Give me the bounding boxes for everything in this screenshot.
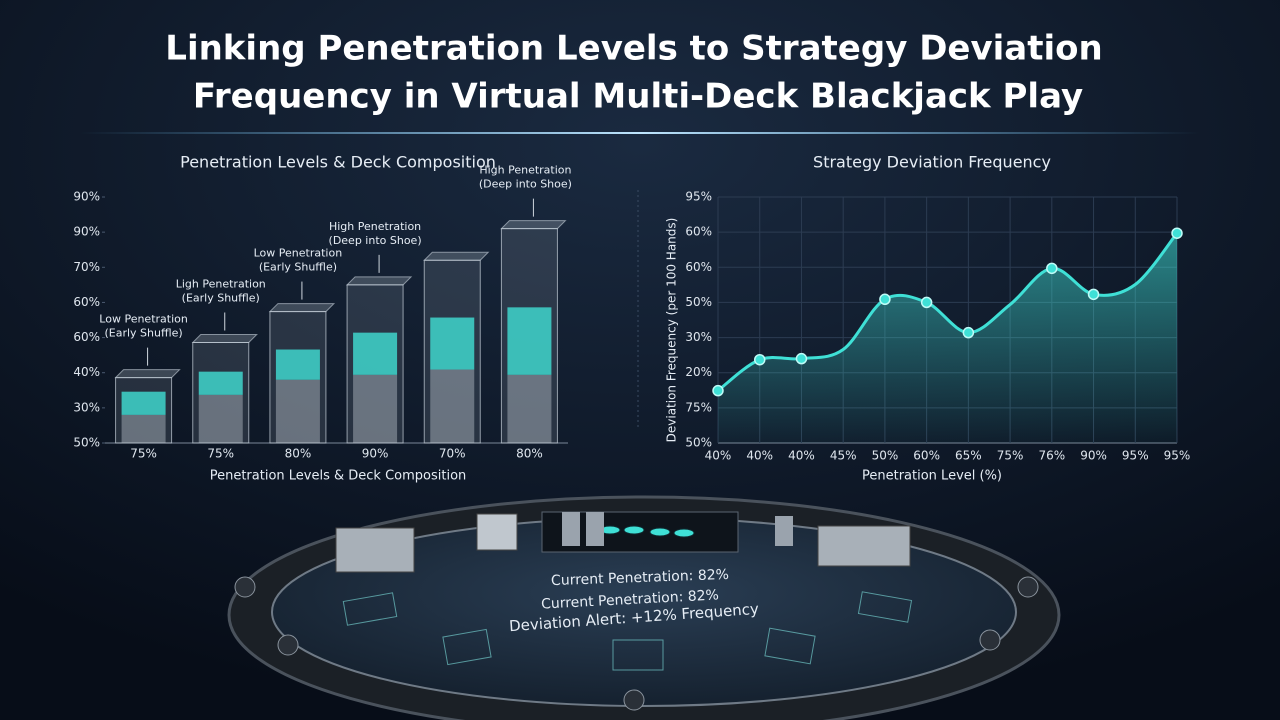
annotation: (Early Shuffle) bbox=[259, 261, 337, 274]
x-tick-label: 75% bbox=[207, 447, 234, 461]
annotation: Low Penetration bbox=[99, 313, 188, 326]
y-tick-label: 95% bbox=[685, 190, 712, 204]
bar-segment bbox=[198, 371, 243, 395]
bar-segment bbox=[507, 374, 552, 443]
y-tick-label: 90% bbox=[73, 225, 100, 239]
bar-segment bbox=[353, 332, 398, 375]
x-tick-label: 75% bbox=[997, 449, 1024, 463]
bar-segment bbox=[275, 349, 320, 380]
bar-segment bbox=[121, 391, 166, 415]
bar-top bbox=[345, 276, 413, 286]
annotation: (Early Shuffle) bbox=[104, 327, 182, 340]
y-axis-label: Deviation Frequency (per 100 Hands) bbox=[665, 218, 679, 443]
x-tick-label: 95% bbox=[1122, 449, 1149, 463]
y-tick-label: 60% bbox=[73, 295, 100, 309]
y-tick-label: 60% bbox=[685, 225, 712, 239]
bar-top bbox=[191, 333, 258, 343]
point bbox=[962, 326, 975, 339]
bar-segment bbox=[353, 374, 398, 443]
x-axis-label: Penetration Levels & Deck Composition bbox=[210, 469, 467, 484]
annotation: Low Penetration bbox=[254, 247, 343, 260]
point bbox=[1087, 288, 1100, 301]
point bbox=[753, 353, 766, 366]
bar-segment bbox=[275, 379, 320, 443]
point bbox=[795, 352, 808, 365]
bar-segment bbox=[121, 414, 166, 443]
annotation: (Early Shuffle) bbox=[182, 291, 260, 304]
bar-top bbox=[114, 369, 181, 379]
table-text: Current Penetration: 82% bbox=[551, 567, 729, 589]
bar-segment bbox=[430, 317, 475, 370]
bar-segment bbox=[198, 394, 243, 443]
annotation: (Deep into Shoe) bbox=[329, 234, 422, 247]
x-tick-label: 80% bbox=[516, 447, 543, 461]
x-tick-label: 60% bbox=[913, 449, 940, 463]
point bbox=[712, 384, 724, 397]
bar-segment bbox=[430, 369, 475, 443]
separator bbox=[80, 132, 1200, 134]
y-tick-label: 20% bbox=[685, 365, 712, 379]
point bbox=[879, 293, 891, 306]
y-tick-label: 90% bbox=[73, 190, 100, 204]
chart-title: Penetration Levels & Deck Composition bbox=[180, 153, 496, 172]
point bbox=[1171, 227, 1183, 239]
x-tick-label: 95% bbox=[1164, 449, 1191, 463]
x-tick-label: 75% bbox=[130, 447, 157, 461]
y-tick-label: 40% bbox=[73, 365, 100, 379]
x-tick-label: 70% bbox=[439, 447, 466, 461]
x-axis-label: Penetration Level (%) bbox=[862, 469, 1002, 484]
x-tick-label: 76% bbox=[1038, 449, 1065, 463]
y-tick-label: 50% bbox=[685, 295, 712, 309]
y-tick-label: 60% bbox=[685, 260, 712, 274]
y-tick-label: 50% bbox=[73, 436, 100, 450]
annotation: High Penetration bbox=[329, 220, 421, 233]
y-tick-label: 30% bbox=[73, 400, 100, 414]
annotation: (Deep into Shoe) bbox=[479, 178, 572, 191]
x-tick-label: 90% bbox=[1080, 449, 1107, 463]
annotation: Ligh Penetration bbox=[176, 277, 266, 290]
bar-top bbox=[423, 251, 490, 261]
x-tick-label: 45% bbox=[830, 449, 857, 463]
chart-title: Strategy Deviation Frequency bbox=[813, 153, 1051, 172]
page-title: Linking Penetration Levels to Strategy D… bbox=[165, 29, 1102, 69]
blackjack-table: Current Penetration: 82% Current Penetra… bbox=[227, 495, 1061, 720]
y-tick-label: 50% bbox=[685, 436, 712, 450]
x-tick-label: 90% bbox=[362, 447, 389, 461]
point bbox=[920, 296, 933, 309]
x-tick-label: 40% bbox=[788, 449, 815, 463]
y-tick-label: 30% bbox=[685, 330, 712, 344]
bar-top bbox=[500, 220, 567, 230]
page-title: Frequency in Virtual Multi-Deck Blackjac… bbox=[193, 77, 1083, 117]
x-tick-label: 40% bbox=[705, 449, 732, 463]
x-tick-label: 80% bbox=[285, 447, 312, 461]
x-tick-label: 65% bbox=[955, 449, 982, 463]
x-tick-label: 40% bbox=[746, 449, 773, 463]
area bbox=[718, 233, 1177, 443]
point bbox=[1046, 262, 1058, 275]
annotation: High Penetration bbox=[479, 164, 571, 177]
x-tick-label: 50% bbox=[872, 449, 899, 463]
bar-top bbox=[268, 303, 336, 313]
y-tick-label: 75% bbox=[685, 400, 712, 414]
y-tick-label: 60% bbox=[73, 330, 100, 344]
bar-segment bbox=[507, 307, 552, 375]
y-tick-label: 70% bbox=[73, 260, 100, 274]
